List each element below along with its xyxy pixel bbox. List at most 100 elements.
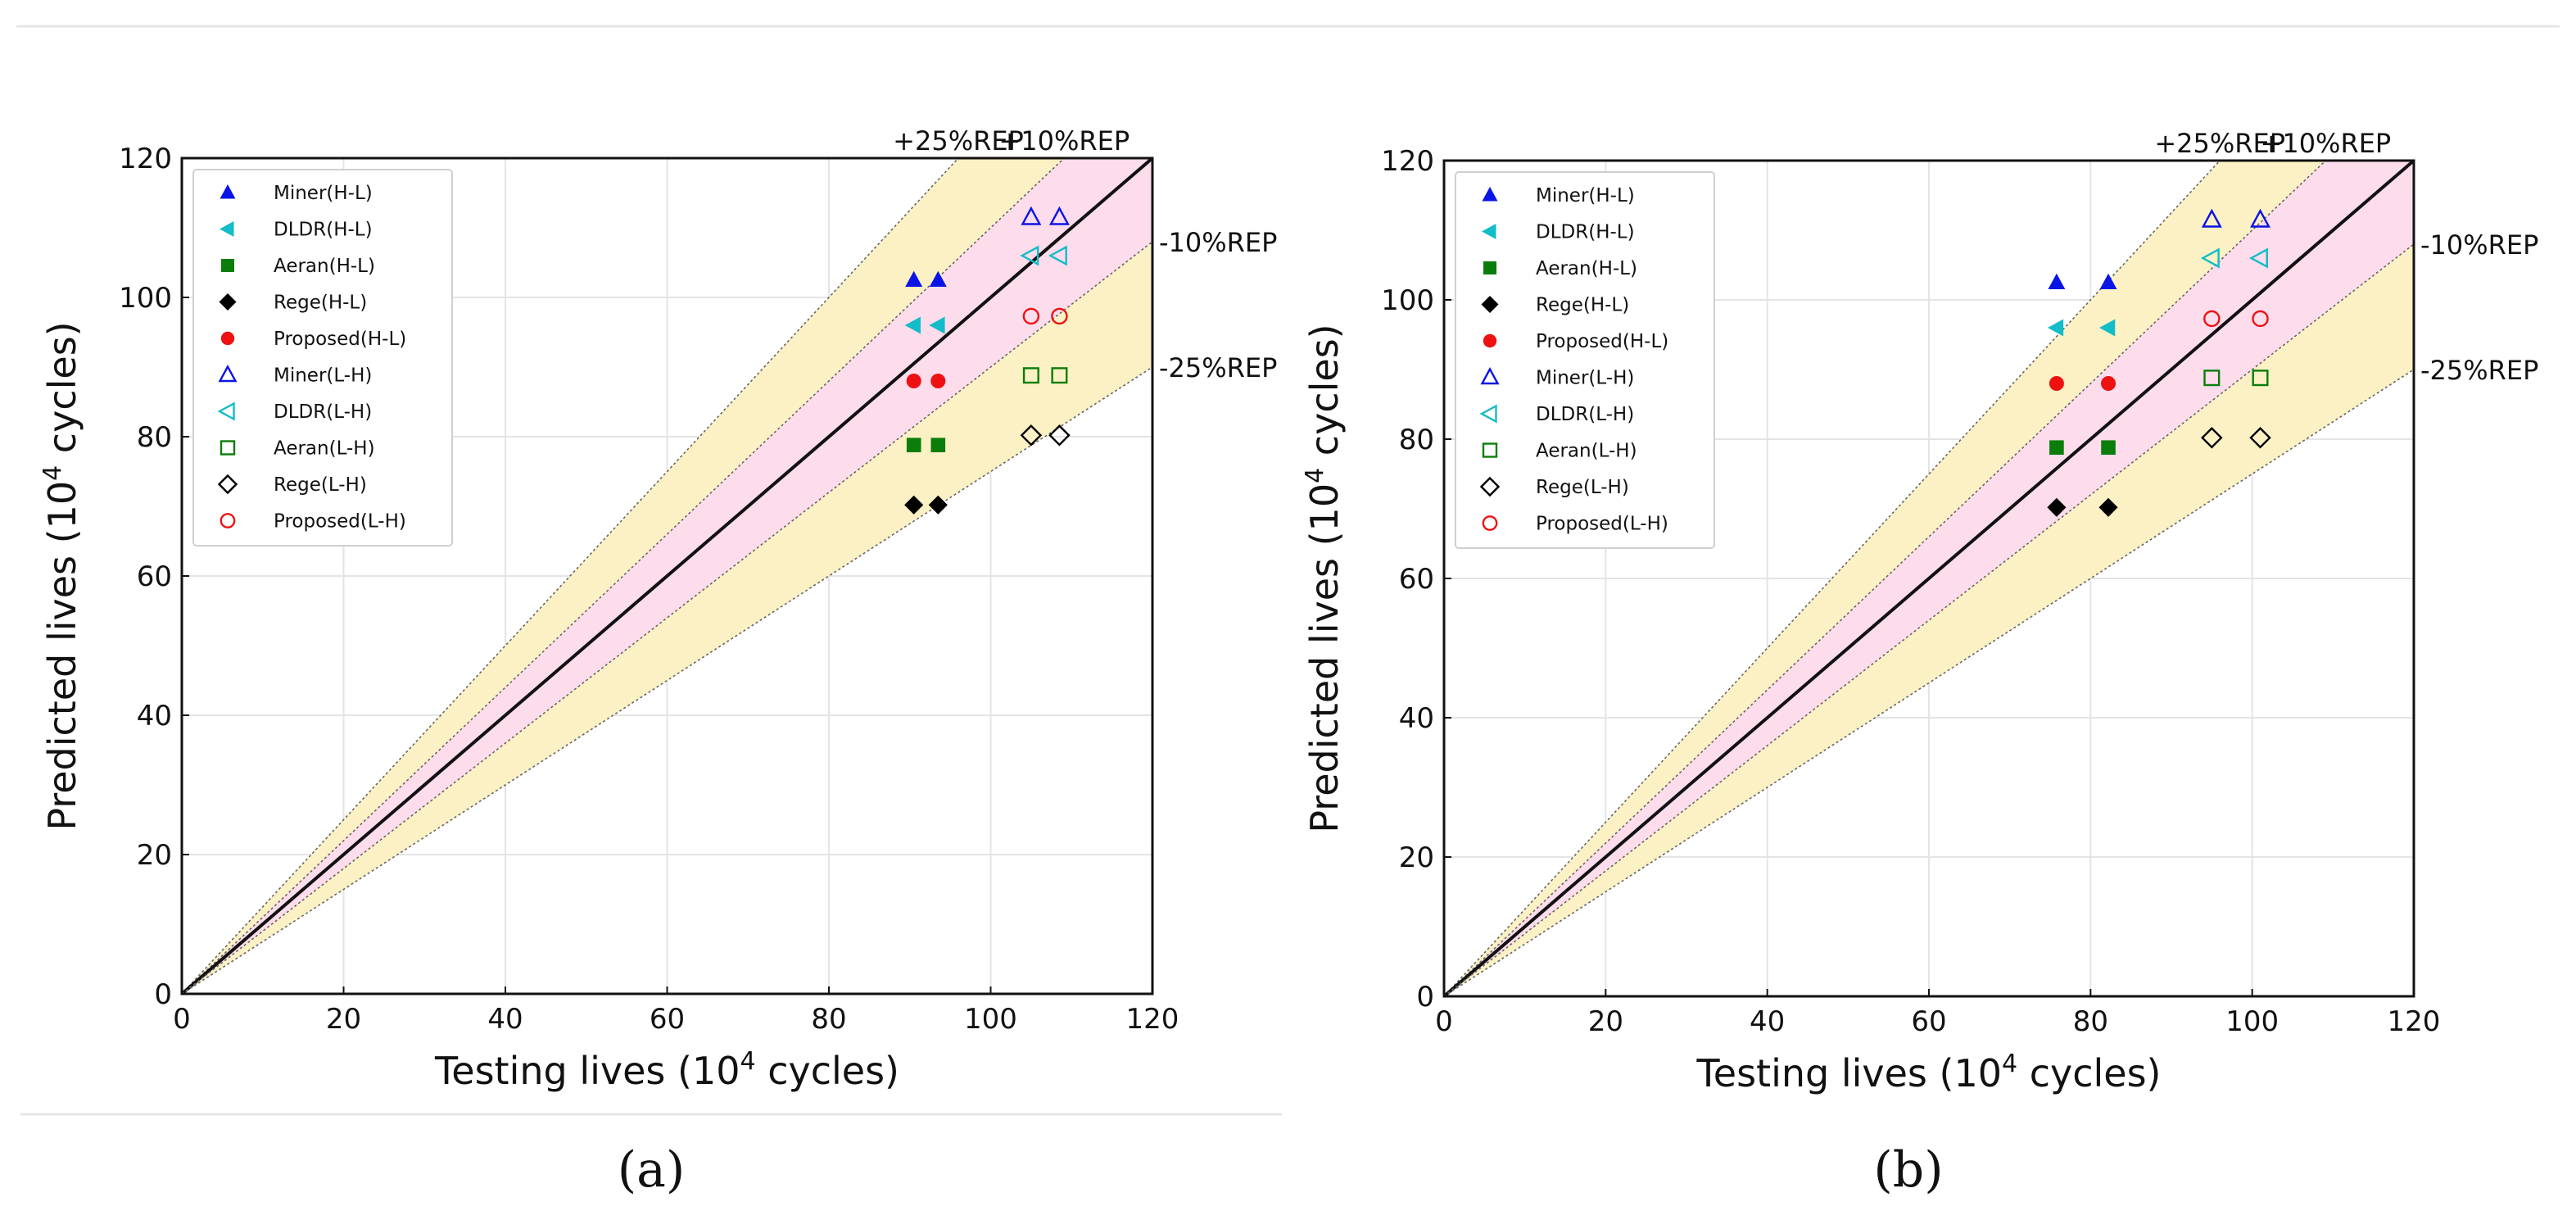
point-rege-h-l [904,495,924,515]
y-tick-label: 20 [137,839,172,872]
point-rege-h-l [2098,497,2118,517]
legend-label-miner-l-h: Miner(L-H) [1536,368,1634,389]
point-dldr-h-l [2099,319,2116,337]
legend-marker-dldr-l-h [1479,404,1497,424]
band-label-10-rep: -10%REP [1159,227,1277,258]
point-dldr-l-h [2200,247,2220,269]
point-proposed-h-l [2049,375,2064,392]
y-tick-label: 40 [1399,702,1434,735]
panel-b-chart: 0 20 40 60 80 100 120 0 20 40 60 80 100 120 Testing li… [1301,128,2538,1095]
plot-area [182,158,1152,994]
legend-marker-aeran-h-l [1483,261,1496,274]
legend-marker-aeran-l-h [220,440,236,456]
reference-line-10-rep [182,241,1152,994]
x-tick-label: 0 [1435,1005,1453,1038]
x-tick-label: 20 [1588,1005,1623,1038]
point-rege-l-h [2249,427,2271,449]
band-label-25-rep: -25%REP [1159,352,1277,383]
band-label-25-rep: +25%REP [893,125,1024,156]
y-tick-label: 120 [1381,145,1434,178]
point-aeran-h-l [906,438,921,452]
reference-line-25-rep [1444,369,2414,996]
point-miner-l-h [1048,206,1070,225]
plot-area [1444,161,2414,996]
x-tick-label: 0 [173,1003,191,1036]
legend-label-rege-h-l: Rege(H-L) [274,293,367,314]
y-axis-label: Predicted lives (104 cycles) [1301,324,1347,832]
panel-a-chart: 0 20 40 60 80 100 120 0 20 40 60 80 100 120 Testing li… [38,125,1277,1093]
legend-marker-aeran-h-l [221,259,234,272]
point-aeran-l-h [1022,367,1039,384]
point-miner-l-h [2250,208,2271,228]
point-miner-l-h [1021,206,1042,225]
legend-label-miner-l-h: Miner(L-H) [274,365,372,387]
point-aeran-l-h [2252,370,2269,387]
point-proposed-l-h [1022,307,1040,325]
legend-marker-rege-l-h [1479,476,1501,497]
legend-marker-proposed-h-l [1483,333,1497,348]
legend-label-miner-h-l: Miner(H-L) [274,183,373,204]
point-dldr-h-l [2047,319,2064,337]
y-tick-label: 60 [1399,563,1434,596]
panel-label-b: (b) [1873,1141,1943,1199]
x-tick-label: 40 [1750,1005,1785,1038]
x-tick-label: 60 [1911,1005,1946,1038]
point-miner-h-l [2099,273,2117,289]
legend-label-dldr-l-h: DLDR(L-H) [1536,404,1634,425]
reference-line-10-rep [1444,161,2327,996]
y-tick-label: 60 [137,560,172,593]
legend-label-rege-l-h: Rege(L-H) [274,474,367,496]
legend-marker-miner-l-h [218,364,238,383]
legend-label-aeran-l-h: Aeran(L-H) [1536,441,1637,462]
legend-marker-rege-h-l [219,293,237,311]
band-label-10-rep: -10%REP [2420,229,2538,261]
point-miner-l-h [2201,208,2222,228]
x-tick-label: 80 [811,1003,846,1036]
point-dldr-h-l [904,316,921,334]
band-label-25-rep: +25%REP [2154,128,2285,159]
reference-line-10-rep [182,158,1066,994]
reference-line-25-rep [182,366,1152,994]
y-tick-label: 100 [1381,284,1434,317]
point-miner-h-l [2048,273,2066,289]
y-tick-label: 0 [154,978,172,1011]
point-proposed-h-l [906,373,921,389]
point-dldr-h-l [929,316,945,334]
legend-label-rege-l-h: Rege(L-H) [1536,477,1629,498]
legend-marker-rege-l-h [217,474,238,495]
x-tick-label: 120 [2388,1005,2441,1038]
point-aeran-l-h [1051,367,1068,384]
x-tick-label: 80 [2073,1005,2108,1038]
reference-line-25-rep [1444,161,2221,996]
y-tick-label: 0 [1416,981,1434,1014]
legend-label-proposed-l-h: Proposed(L-H) [1536,514,1668,535]
band-label-25-rep: -25%REP [2420,355,2538,386]
point-rege-l-h [1020,424,1043,447]
point-rege-h-l [2047,497,2067,517]
legend-marker-proposed-l-h [1482,515,1498,531]
reference-line-1to1 [182,158,1152,994]
legend-label-dldr-h-l: DLDR(H-L) [274,220,373,241]
x-axis-label: Testing lives (104 cycles) [1695,1050,2161,1095]
point-proposed-l-h [1051,307,1068,325]
legend-marker-dldr-h-l [1482,224,1496,239]
legend-marker-miner-h-l [1482,187,1498,202]
legend-label-proposed-h-l: Proposed(H-L) [1536,331,1668,352]
point-aeran-h-l [930,438,946,452]
y-tick-label: 80 [137,421,172,454]
point-rege-l-h [2201,427,2223,449]
point-rege-l-h [1048,424,1071,447]
x-tick-label: 60 [650,1003,685,1036]
point-dldr-l-h [1048,245,1067,266]
point-aeran-h-l [2049,440,2064,455]
x-tick-label: 100 [964,1003,1017,1036]
reference-line-1to1 [1444,161,2414,996]
point-dldr-l-h [1020,245,1039,266]
legend-marker-proposed-h-l [220,331,235,346]
point-dldr-l-h [2249,247,2268,269]
y-axis-label: Predicted lives (104 cycles) [38,321,84,830]
point-rege-h-l [928,495,948,515]
legend-marker-dldr-l-h [217,401,235,421]
legend-marker-aeran-l-h [1482,442,1498,458]
x-tick-label: 100 [2225,1005,2279,1038]
